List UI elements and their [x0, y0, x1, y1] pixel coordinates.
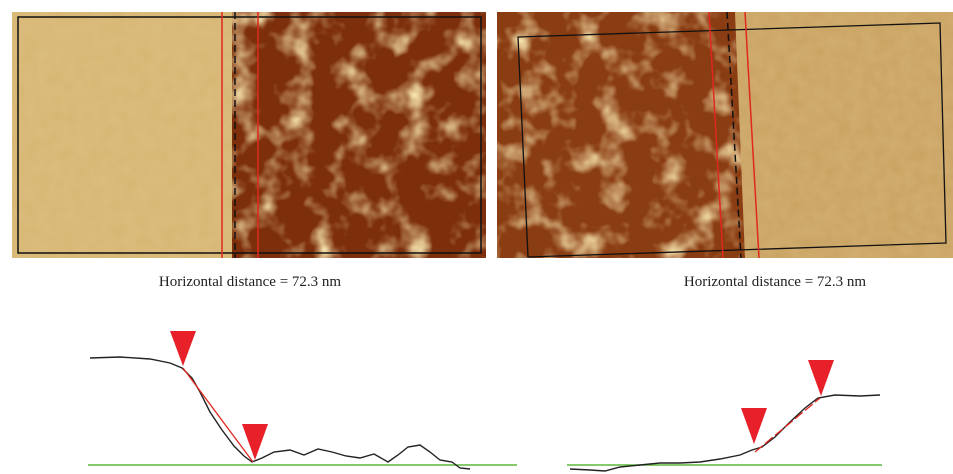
page: Horizontal distance = 72.3 nm Horizontal… — [0, 0, 953, 474]
profile-right — [567, 360, 882, 471]
figure: Horizontal distance = 72.3 nm Horizontal… — [0, 0, 953, 474]
caption: Horizontal distance = 72.3 nm — [684, 274, 867, 290]
afm-image-right — [497, 12, 953, 258]
profile-left — [88, 331, 517, 469]
caption: Horizontal distance = 72.3 nm — [159, 274, 342, 290]
afm-image-left — [8, 10, 490, 262]
